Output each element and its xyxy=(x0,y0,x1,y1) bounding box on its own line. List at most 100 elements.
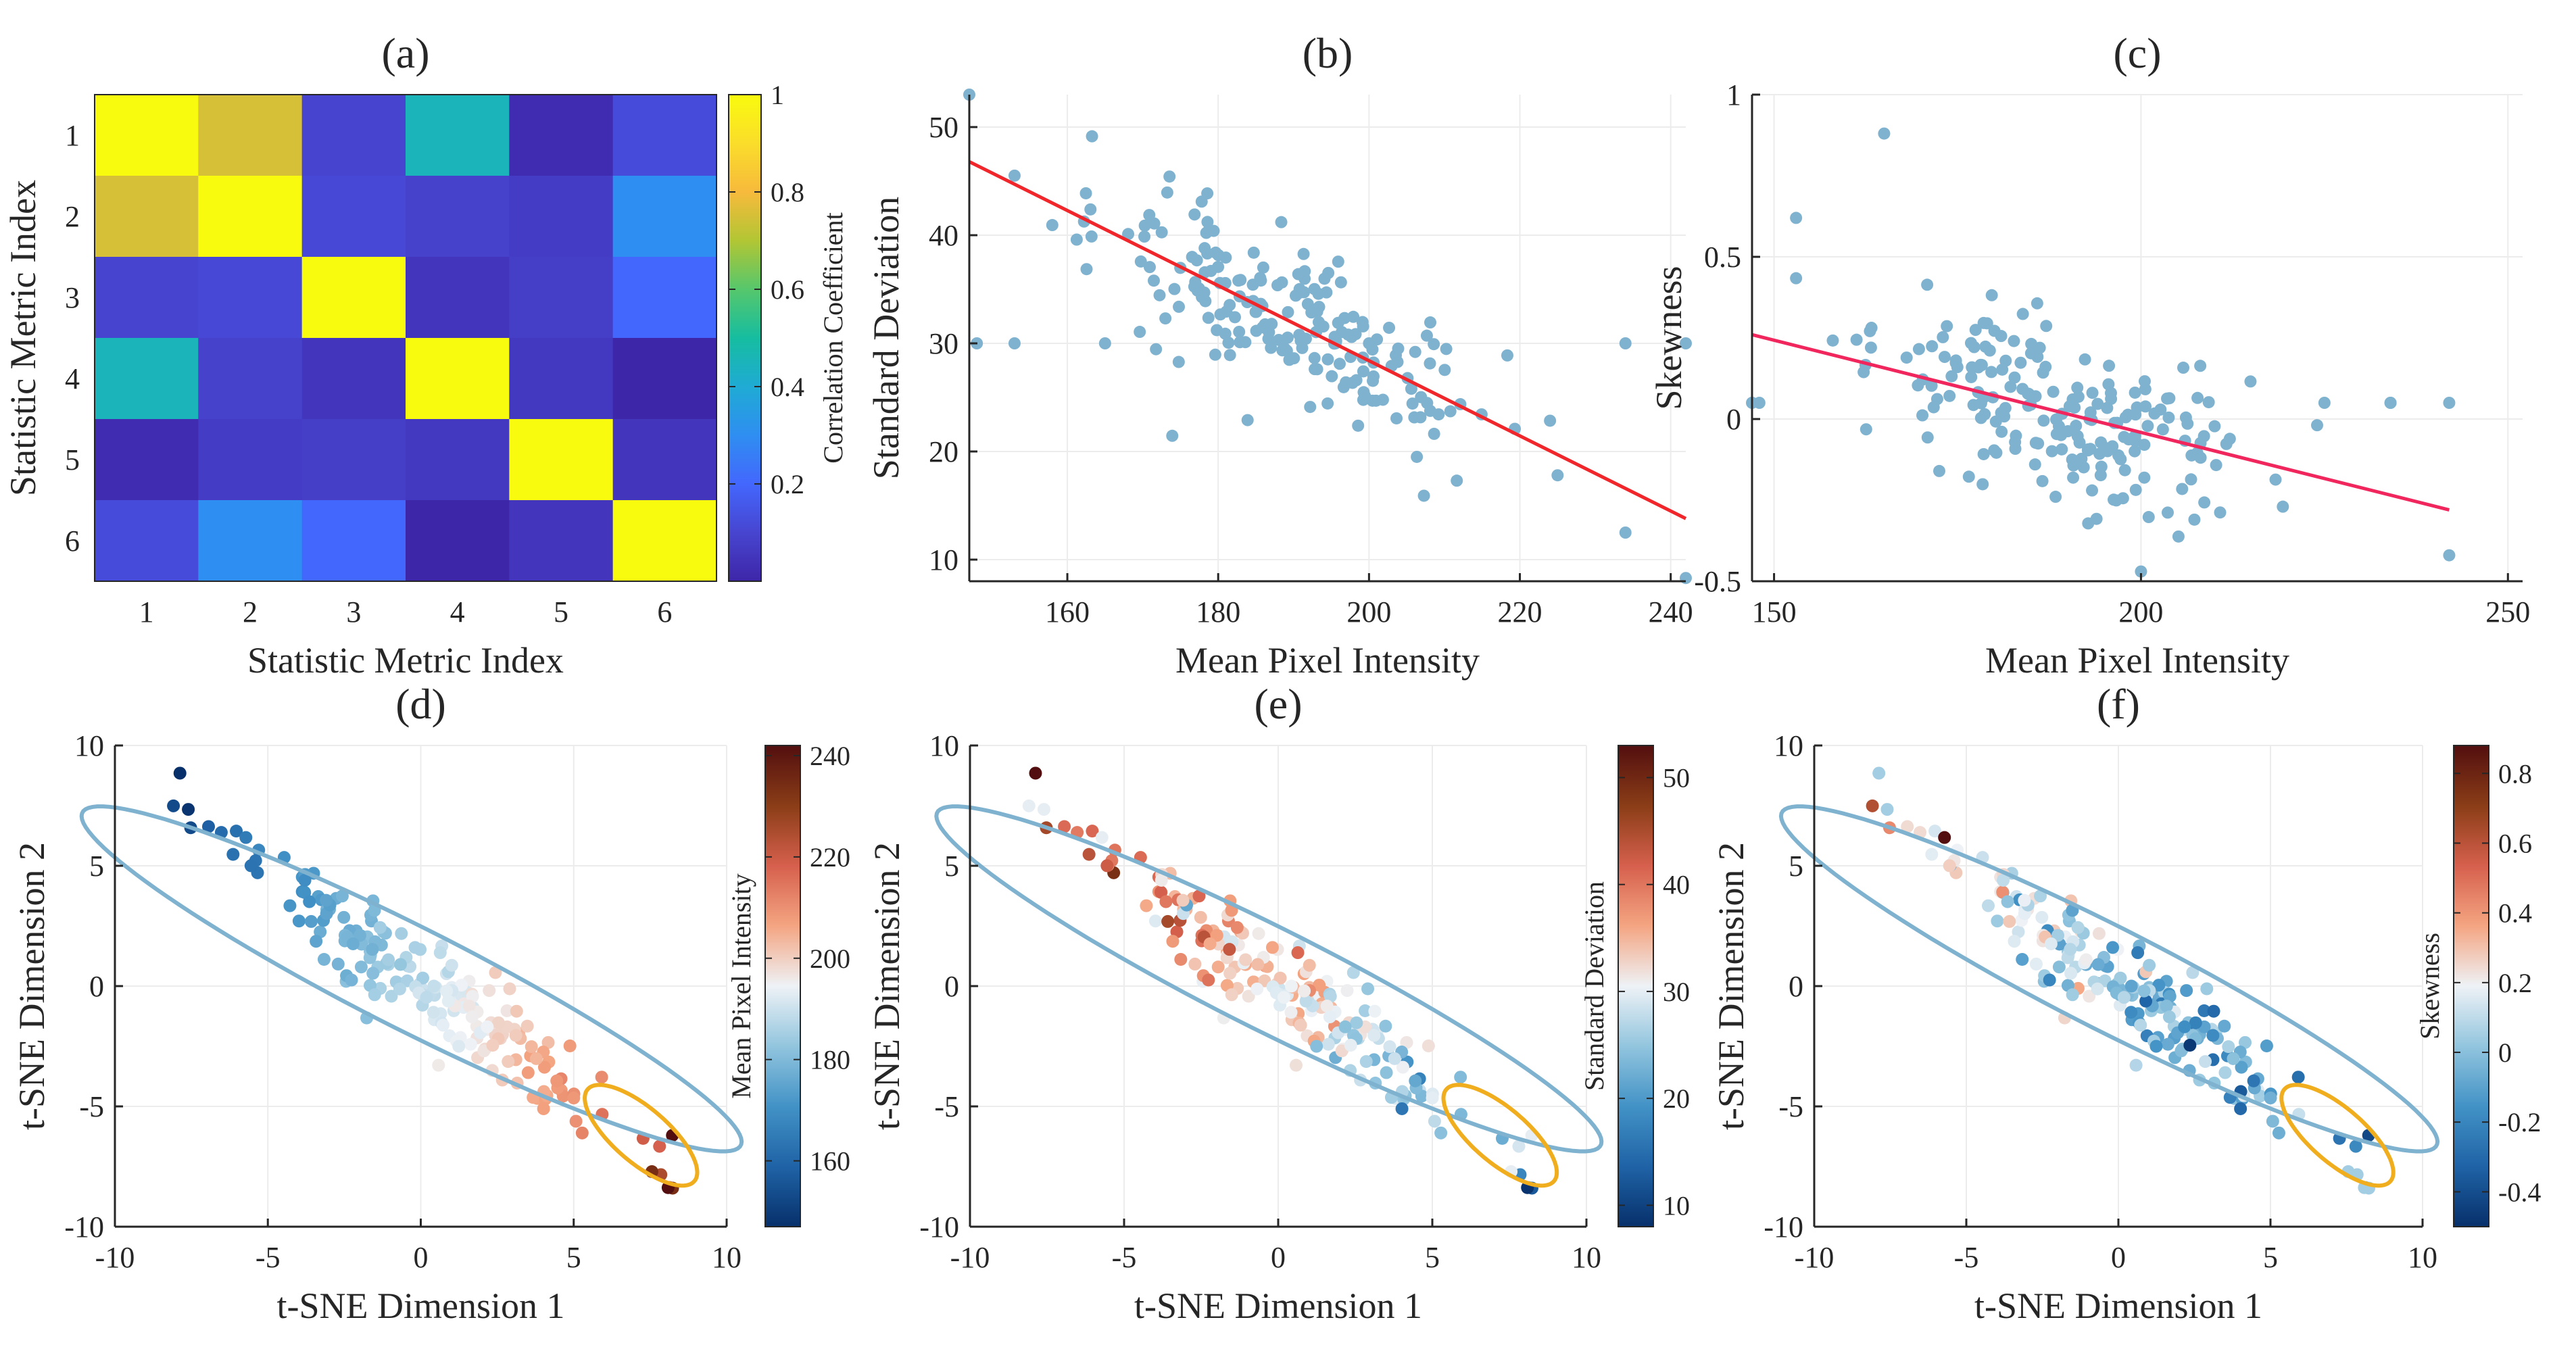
data-point xyxy=(2148,407,2161,420)
heatmap-cell xyxy=(301,257,406,339)
data-point xyxy=(483,984,496,998)
data-point xyxy=(2016,952,2029,966)
x-tick-label: 5 xyxy=(1425,1241,1440,1274)
data-point xyxy=(1086,825,1099,838)
data-point xyxy=(1292,287,1305,299)
data-point xyxy=(427,979,441,993)
data-point xyxy=(1925,848,1939,861)
data-point xyxy=(2218,1066,2232,1079)
data-point xyxy=(1415,391,1428,403)
data-point xyxy=(239,831,253,844)
data-point xyxy=(2129,408,2142,421)
colorbar-tick-label: 160 xyxy=(810,1146,850,1177)
data-point xyxy=(420,991,433,1004)
data-point xyxy=(2143,958,2156,972)
data-point xyxy=(1826,334,1839,347)
data-point xyxy=(2311,419,2323,432)
data-point xyxy=(2112,449,2125,462)
data-point xyxy=(1965,370,1978,383)
data-point xyxy=(1926,340,1939,353)
data-point xyxy=(1275,216,1288,228)
data-point xyxy=(2064,943,2077,956)
data-point xyxy=(2214,506,2227,519)
data-point xyxy=(2086,387,2099,399)
data-point xyxy=(1262,333,1275,345)
data-point xyxy=(1223,349,1236,362)
x-tick-label: 200 xyxy=(2118,595,2163,629)
data-point xyxy=(2037,366,2049,379)
y-tick-label: -10 xyxy=(64,1210,104,1244)
y-axis-label: t-SNE Dimension 2 xyxy=(1711,842,1751,1130)
data-point xyxy=(1424,316,1437,329)
data-point xyxy=(1296,341,1309,354)
y-tick-label: 20 xyxy=(929,435,958,468)
colorbar-label: Correlation Coefficient xyxy=(818,212,848,463)
data-point xyxy=(2199,1055,2212,1069)
data-point xyxy=(2269,473,2282,486)
colorbar-tick-label: 0.2 xyxy=(771,469,804,499)
x-tick-label: 200 xyxy=(1346,595,1391,629)
data-point xyxy=(1417,489,1430,502)
data-point xyxy=(1985,289,1998,301)
data-point xyxy=(436,1019,449,1032)
data-point xyxy=(1977,447,1990,460)
y-tick-label: 10 xyxy=(929,543,958,577)
data-point xyxy=(1308,351,1321,364)
heatmap-cell xyxy=(198,419,303,501)
data-point xyxy=(1989,415,2002,428)
colorbar-tick-label: 180 xyxy=(810,1045,850,1075)
data-point xyxy=(2044,937,2058,950)
data-point xyxy=(481,1020,494,1033)
data-point xyxy=(1153,289,1166,301)
data-point xyxy=(1320,286,1333,299)
x-axis-label: Statistic Metric Index xyxy=(247,640,564,681)
data-point xyxy=(1864,324,1876,337)
y-tick-label: 5 xyxy=(944,850,959,883)
data-point xyxy=(2198,496,2211,509)
data-point xyxy=(1995,425,2008,438)
data-point xyxy=(2129,445,2141,458)
heatmap-cell xyxy=(612,338,717,420)
data-point xyxy=(445,958,458,972)
data-point xyxy=(1359,1055,1373,1069)
data-point xyxy=(1098,337,1111,349)
y-tick-label: 0 xyxy=(89,970,104,1003)
data-point xyxy=(1242,989,1255,1003)
data-point xyxy=(1551,469,1564,482)
data-point xyxy=(2235,1060,2248,1074)
data-point xyxy=(2092,927,2106,940)
colorbar-tick-label: 240 xyxy=(810,741,850,771)
data-point xyxy=(1421,1039,1435,1053)
data-point xyxy=(1100,859,1114,873)
y-tick-label: 0 xyxy=(1726,403,1741,436)
data-point xyxy=(2037,414,2050,427)
data-point xyxy=(2194,360,2207,372)
data-point xyxy=(1334,276,1347,289)
data-point xyxy=(1147,274,1160,287)
data-point xyxy=(1866,799,1879,812)
data-point xyxy=(1313,979,1326,992)
data-point xyxy=(2009,436,2022,449)
main-cluster-ellipse xyxy=(79,804,744,1154)
data-point xyxy=(1367,374,1380,387)
heatmap-cell xyxy=(509,176,614,258)
data-point xyxy=(182,803,195,816)
data-point xyxy=(1878,127,1891,140)
data-point xyxy=(1357,365,1369,378)
heatmap-cell xyxy=(95,338,199,420)
data-point xyxy=(2035,910,2049,924)
data-point xyxy=(1223,943,1236,956)
heatmap-cell xyxy=(612,257,717,339)
data-point xyxy=(2208,420,2221,433)
data-point xyxy=(1304,401,1317,414)
data-point xyxy=(2028,458,2041,471)
data-point xyxy=(1391,356,1404,368)
data-point xyxy=(1619,526,1632,539)
data-point xyxy=(1350,1016,1363,1029)
data-point xyxy=(1619,337,1632,349)
data-point xyxy=(1996,363,2009,376)
y-tick-label: 0 xyxy=(1789,970,1803,1003)
x-tick-label: -5 xyxy=(256,1241,281,1274)
data-point xyxy=(1321,1037,1335,1051)
